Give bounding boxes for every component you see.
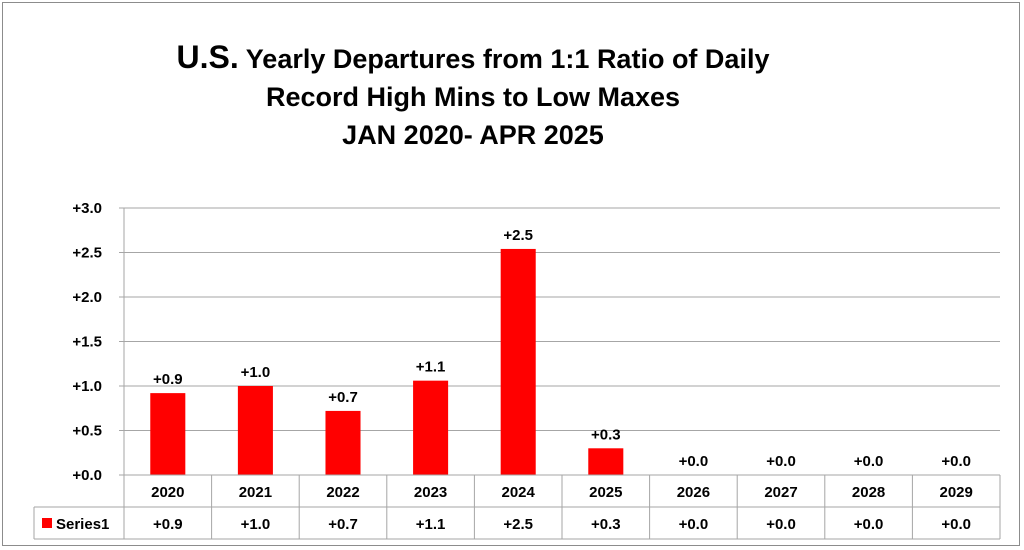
data-label: +0.0 — [854, 453, 884, 470]
table-value: +2.5 — [503, 516, 533, 533]
bar — [150, 393, 186, 475]
legend-swatch — [42, 518, 52, 528]
x-tick-label: 2020 — [151, 484, 184, 501]
bars — [150, 248, 624, 475]
x-tick-label: 2024 — [502, 484, 536, 501]
bar — [413, 380, 449, 475]
data-label: +1.1 — [416, 359, 446, 376]
data-label: +0.0 — [766, 453, 796, 470]
table-value: +1.1 — [416, 516, 446, 533]
x-tick-label: 2029 — [940, 484, 973, 501]
data-label: +0.7 — [328, 389, 358, 406]
table-value: +0.7 — [328, 516, 358, 533]
data-label: +0.9 — [153, 371, 183, 388]
bar — [588, 448, 624, 475]
y-tick-label: +1.0 — [72, 378, 102, 395]
y-tick-label: +2.0 — [72, 289, 102, 306]
table-value: +0.0 — [679, 516, 709, 533]
x-tick-label: 2021 — [239, 484, 272, 501]
table-value: +1.0 — [241, 516, 271, 533]
bar — [500, 248, 536, 475]
y-tick-label: +1.5 — [72, 334, 102, 351]
table-value: +0.0 — [854, 516, 884, 533]
y-tick-label: +0.0 — [72, 467, 102, 484]
table-value: +0.0 — [766, 516, 796, 533]
data-label: +0.3 — [591, 426, 621, 443]
chart-title-prefix: U.S. — [176, 39, 239, 75]
x-tick-label: 2028 — [852, 484, 885, 501]
legend-series-name: Series1 — [56, 516, 109, 533]
chart-title-line-1-rest: Yearly Departures from 1:1 Ratio of Dail… — [238, 44, 770, 74]
x-tick-label: 2025 — [589, 484, 622, 501]
x-tick-label: 2023 — [414, 484, 447, 501]
y-axis-ticks: +0.0 +0.5 +1.0 +1.5 +2.0 +2.5 +3.0 — [72, 200, 102, 484]
chart-title-line-2: Record High Mins to Low Maxes — [265, 82, 681, 112]
x-tick-label: 2027 — [764, 484, 797, 501]
data-label: +0.0 — [941, 453, 971, 470]
chart-title-line-1: U.S. Yearly Departures from 1:1 Ratio of… — [3, 41, 943, 75]
y-tick-label: +3.0 — [72, 200, 102, 217]
bar — [237, 386, 273, 475]
bar — [325, 410, 361, 475]
data-table: 2020 +0.9 2021 +1.0 2022 +0.7 2023 +1.1 2024 +2.5… — [33, 474, 1001, 540]
x-tick-label: 2022 — [326, 484, 359, 501]
data-label: +0.0 — [679, 453, 709, 470]
data-labels: +0.9 +1.0 +0.7 +1.1 +2.5 +0.3 +0.0 +0.0 +0.0 +0.0 — [153, 227, 971, 470]
table-value: +0.0 — [941, 516, 971, 533]
y-tick-label: +0.5 — [72, 423, 102, 440]
x-tick-label: 2026 — [677, 484, 710, 501]
y-tick-label: +2.5 — [72, 245, 102, 262]
data-label: +2.5 — [503, 227, 533, 244]
table-value: +0.3 — [591, 516, 621, 533]
table-value: +0.9 — [153, 516, 183, 533]
data-label: +1.0 — [241, 364, 271, 381]
chart-title-line-3: JAN 2020- APR 2025 — [342, 120, 604, 150]
